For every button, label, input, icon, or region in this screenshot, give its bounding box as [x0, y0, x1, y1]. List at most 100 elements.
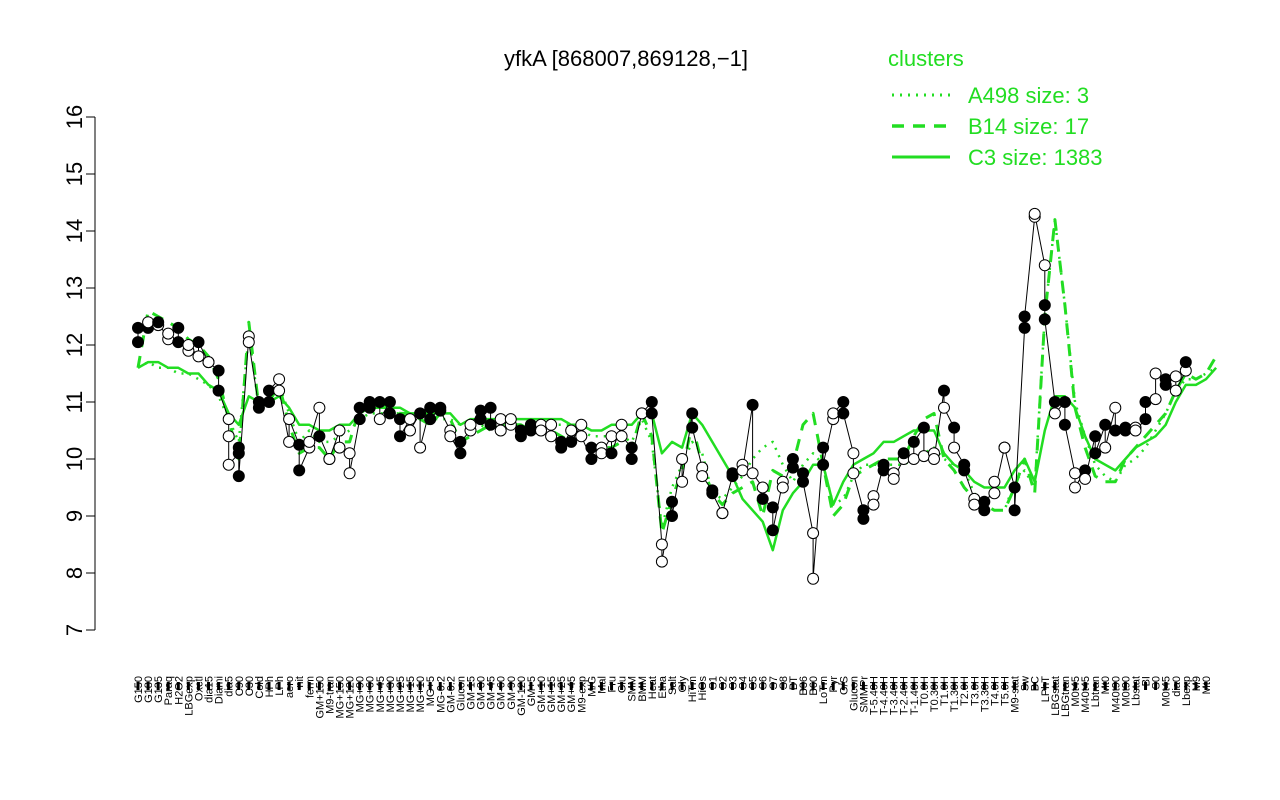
x-tick-label: Lbtran: [1090, 676, 1102, 707]
x-tick-label: SMMPr: [858, 676, 870, 713]
data-point: [323, 453, 336, 465]
x-tick-label: HiTm: [687, 676, 699, 702]
legend-label: C3 size: 1383: [968, 145, 1103, 170]
x-tick-label: LBGexp: [183, 676, 195, 716]
x-tick-label: G180: [143, 676, 155, 703]
data-point: [313, 430, 326, 443]
x-tick-label: M9-exp: [576, 676, 588, 713]
x-tick-label: H2O2: [173, 676, 185, 705]
x-tick-label: Cold: [254, 676, 266, 699]
data-point: [776, 481, 789, 494]
legend-label: A498 size: 3: [968, 83, 1089, 108]
data-point: [797, 475, 809, 488]
data-point: [827, 407, 840, 420]
data-point: [756, 481, 769, 494]
data-point: [887, 472, 900, 485]
data-point: [383, 396, 396, 408]
data-point: [414, 407, 427, 420]
data-point: [978, 504, 991, 517]
data-point: [625, 441, 638, 454]
data-point: [555, 441, 568, 454]
x-tick-label: MG+5: [425, 676, 437, 706]
x-tick-label: Etha: [657, 675, 669, 699]
x-tick-label: S3: [727, 676, 739, 689]
data-points: [132, 207, 1192, 585]
data-point: [353, 413, 366, 426]
x-tick-label: LPh: [274, 676, 286, 696]
x-tick-label: T-5.40H: [869, 676, 881, 715]
data-point: [212, 384, 225, 397]
data-point: [1079, 472, 1092, 485]
x-tick-label: M0t90: [1120, 676, 1132, 707]
data-point: [263, 396, 275, 408]
x-tick-label: GM-60: [496, 676, 508, 710]
data-point: [1169, 370, 1182, 383]
data-point: [655, 538, 668, 551]
data-point: [1089, 447, 1102, 460]
x-tick-label: G/S: [838, 676, 850, 695]
data-point: [514, 430, 527, 443]
data-point: [303, 435, 316, 448]
x-tick-label: C90: [234, 676, 246, 696]
x-tick-label: T-4.40H: [879, 676, 891, 715]
x-tick-label: MG+120: [345, 676, 357, 719]
data-point: [232, 470, 245, 483]
data-point: [1179, 356, 1192, 369]
legend-label: B14 size: 17: [968, 114, 1089, 139]
data-point: [686, 421, 699, 434]
x-tick-label: B60: [808, 676, 820, 696]
data-point: [252, 396, 265, 408]
x-tick-label: B36: [798, 676, 810, 696]
data-point: [524, 424, 537, 437]
x-tick-label: GM+150: [314, 676, 326, 719]
data-point: [605, 447, 618, 460]
data-point: [1018, 321, 1031, 334]
x-tick-label: GM-0.2: [445, 676, 457, 713]
data-point: [1109, 401, 1122, 414]
x-tick-label: S4: [738, 676, 750, 689]
data-point: [333, 424, 346, 437]
x-tick-label: Pyr: [828, 676, 840, 693]
x-tick-label: Mt0: [1201, 676, 1213, 694]
data-point: [172, 321, 185, 334]
data-point: [504, 413, 517, 426]
x-tick-label: LBGstat: [1050, 676, 1062, 716]
data-point: [968, 498, 981, 511]
x-tick-label: GM+25: [556, 676, 568, 712]
y-tick-label: 13: [62, 276, 87, 300]
data-point: [817, 441, 830, 454]
x-tick-label: S5: [748, 676, 760, 689]
data-point: [635, 407, 648, 420]
x-tick-label: M9-tran: [324, 676, 336, 714]
data-point: [192, 350, 205, 363]
data-point: [565, 424, 578, 437]
cluster-line-solid: [137, 360, 1218, 552]
data-point: [494, 413, 507, 426]
data-point: [746, 398, 759, 411]
x-tick-label: BI: [1141, 676, 1153, 686]
data-point: [152, 316, 165, 329]
y-axis: 7 8 9 10 11 12 13 14 15 16: [62, 105, 96, 636]
data-point: [736, 464, 749, 477]
data-point: [877, 464, 890, 477]
data-point: [615, 430, 628, 443]
y-tick-label: 12: [62, 333, 87, 357]
x-tick-label: GM+5: [526, 676, 538, 706]
data-point: [454, 447, 467, 460]
data-point: [212, 364, 225, 377]
data-point: [575, 430, 588, 443]
x-tick-label: LPhT: [1040, 676, 1052, 703]
data-point: [222, 430, 235, 443]
x-tick-label: Salt: [667, 676, 679, 695]
x-tick-label: G150: [133, 676, 145, 703]
data-point: [595, 447, 608, 460]
x-tick-label: Mal: [596, 676, 608, 694]
x-tick-label: GM-90: [506, 676, 518, 710]
x-tick-label: T4.0H: [989, 676, 1001, 706]
x-tick-label: MG+25: [395, 676, 407, 712]
data-point: [404, 424, 416, 437]
x-tick-label: M0t45: [1161, 676, 1173, 707]
x-tick-label: LBGtran: [1060, 676, 1072, 717]
data-point: [222, 458, 235, 471]
data-point: [333, 441, 346, 454]
